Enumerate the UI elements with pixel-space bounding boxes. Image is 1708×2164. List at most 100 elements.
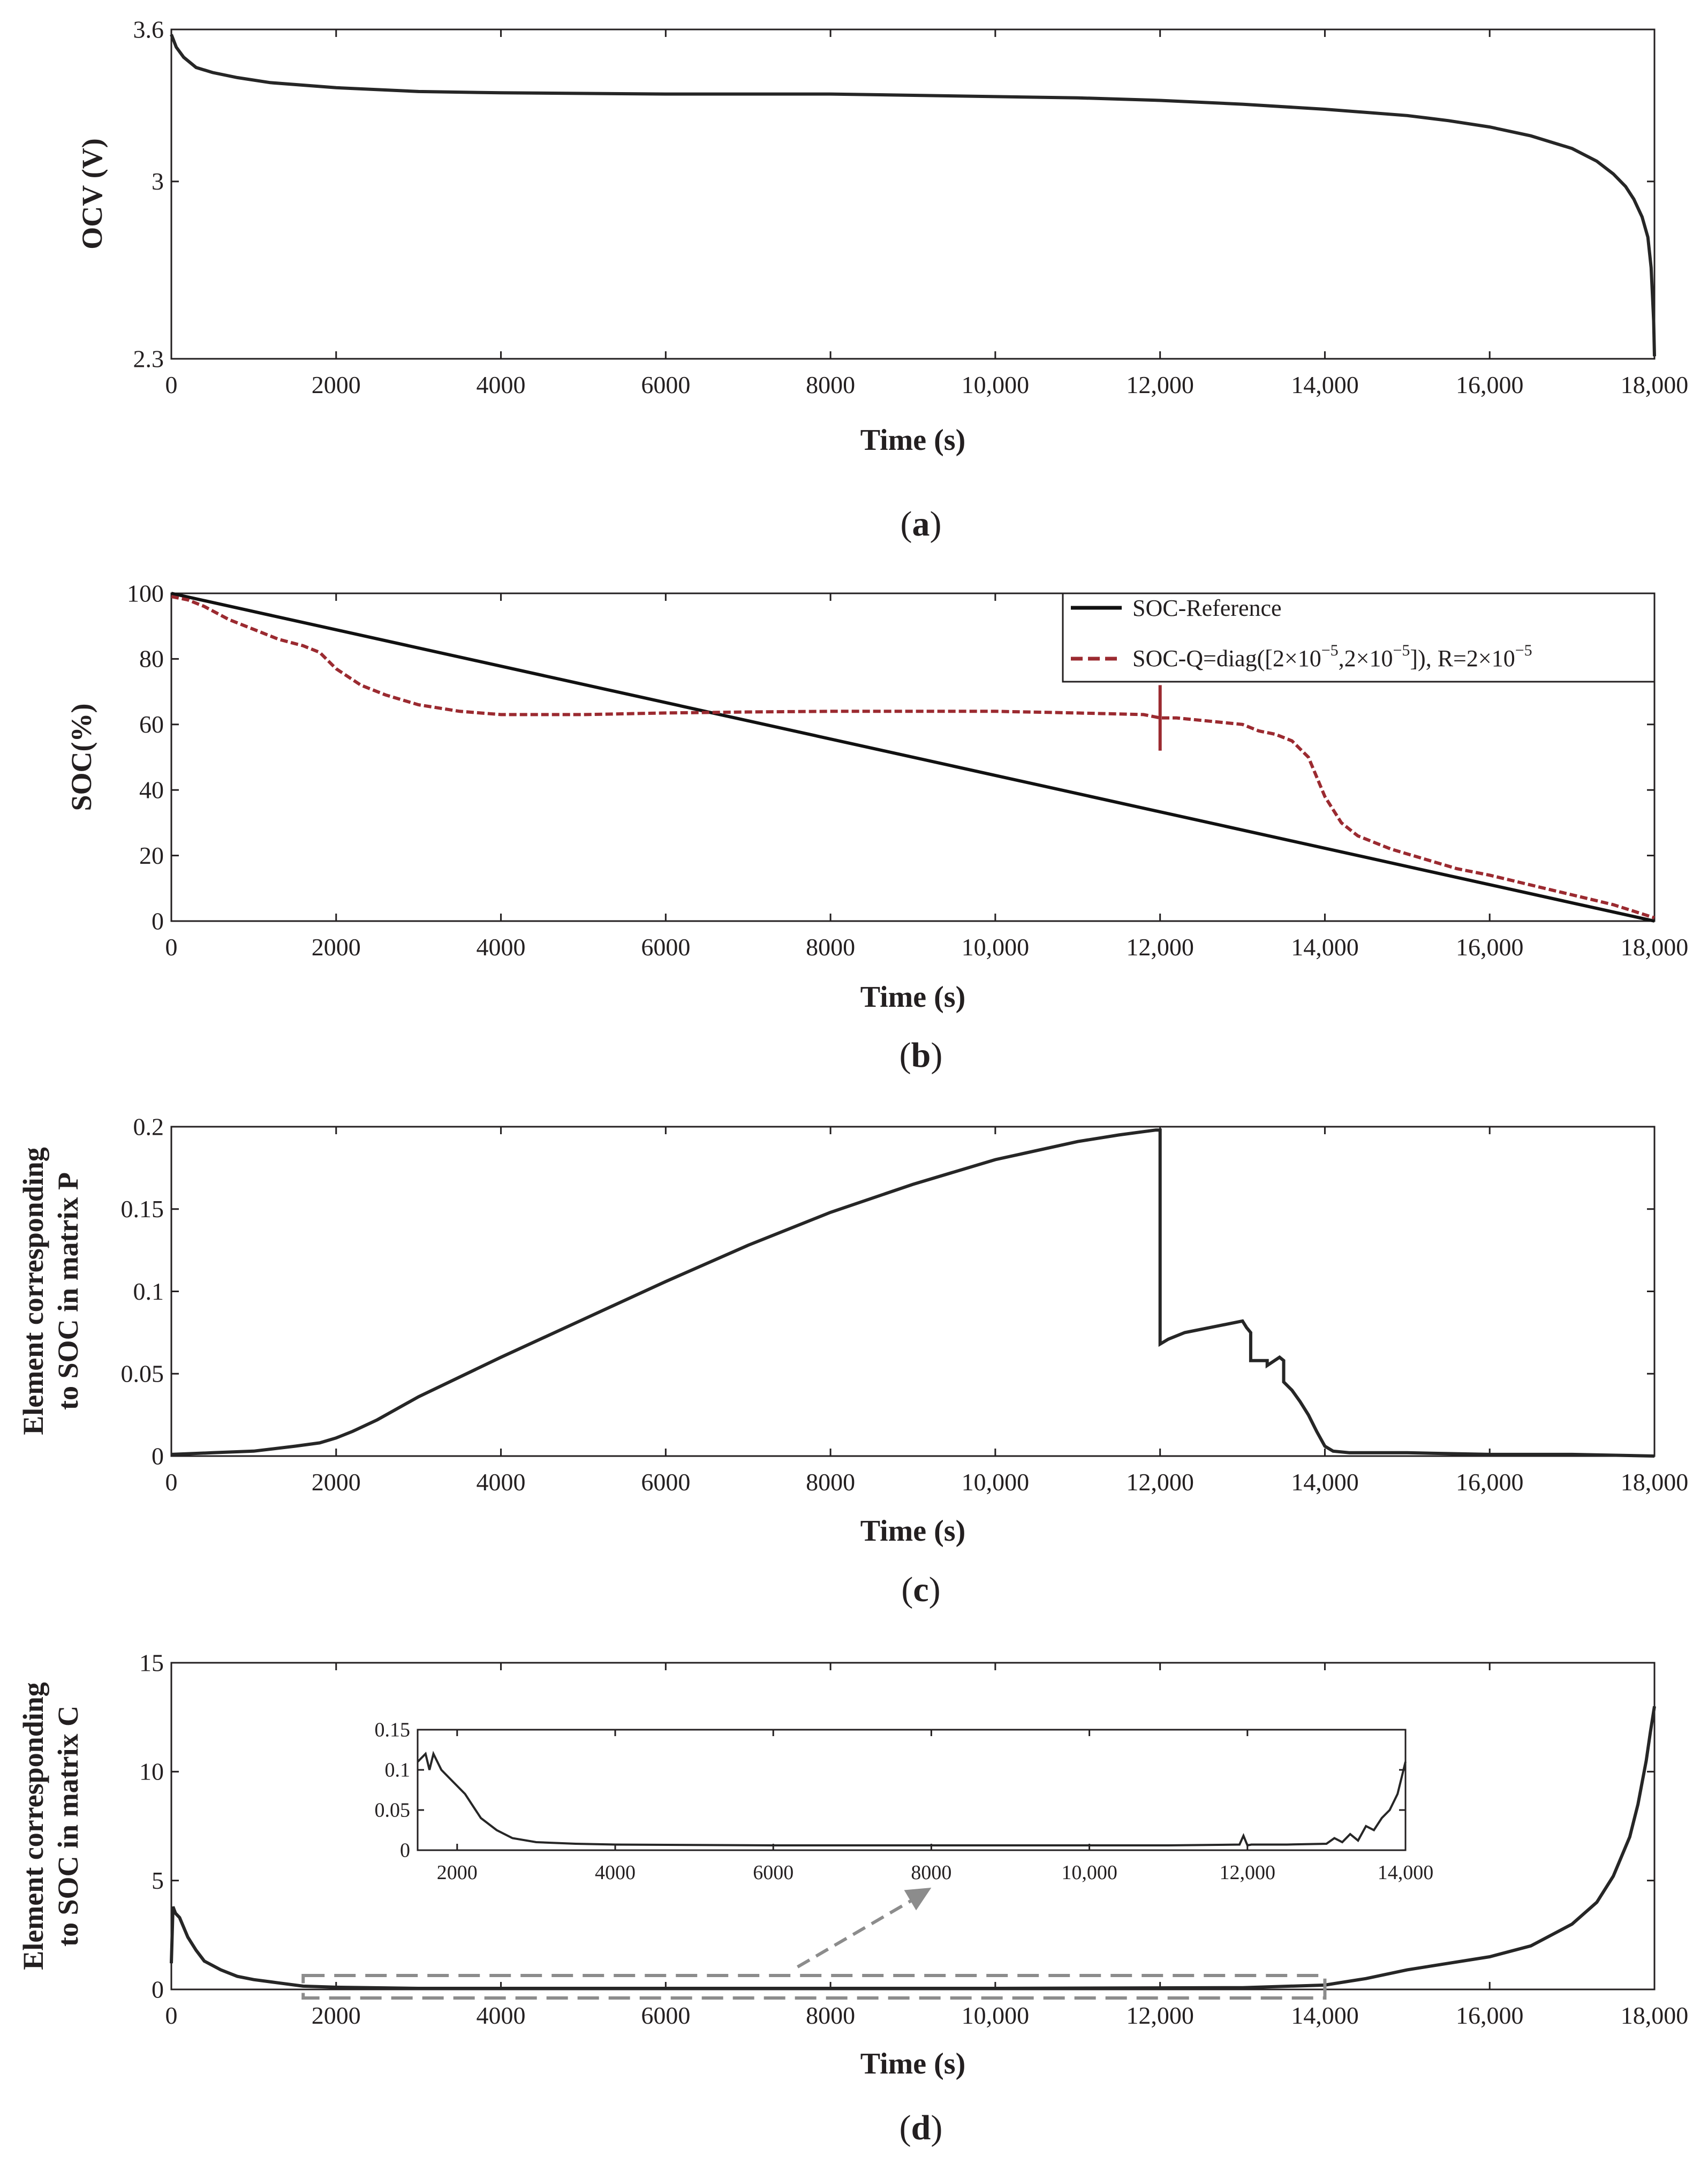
chart-d-inset-ticks: 2000 4000 6000 8000 10,000 12,000 14,000 0 0.05 0… <box>375 1719 1434 1884</box>
chart-a-ytick-label: 3.6 <box>133 16 164 43</box>
chart-b-xtick-label: 4000 <box>477 933 526 961</box>
chart-d-xtick-label: 10,000 <box>962 2002 1030 2029</box>
chart-a-xtick-label: 8000 <box>806 371 855 398</box>
chart-c-xtick-label: 16,000 <box>1456 1468 1524 1496</box>
chart-a-xtick-label: 18,000 <box>1621 371 1689 398</box>
chart-c-ticks: 0 2000 4000 6000 8000 10,000 12,000 14,000 16,00… <box>121 1113 1689 1496</box>
chart-d-ylabel-line1: Element corresponding <box>17 1682 49 1970</box>
chart-c-ytick-label: 0.05 <box>121 1360 164 1388</box>
chart-a-ylabel: OCV (V) <box>76 138 108 249</box>
chart-c-xtick-label: 12,000 <box>1126 1468 1194 1496</box>
chart-b-legend: SOC-Reference SOC-Q=diag([2×10−5,2×10−5]… <box>1062 592 1656 683</box>
chart-d-inset-xtick-label: 12,000 <box>1220 1861 1276 1884</box>
chart-d-xtick-label: 14,000 <box>1291 2002 1359 2029</box>
chart-c-ytick-label: 0.15 <box>121 1195 164 1223</box>
chart-a-xtick-label: 12,000 <box>1126 371 1194 398</box>
chart-d-ytick-label: 0 <box>152 1976 164 2003</box>
chart-d-inset-xtick-label: 8000 <box>911 1861 951 1884</box>
chart-d-xtick-label: 2000 <box>312 2002 361 2029</box>
chart-a-xlabel: Time (s) <box>860 424 966 457</box>
chart-d-xtick-label: 6000 <box>641 2002 690 2029</box>
chart-b-legend-estimate-label: SOC-Q=diag([2×10−5,2×10−5]), R=2×10−5 <box>1132 642 1532 672</box>
chart-c-p-line <box>171 1128 1655 1458</box>
chart-a-xtick-label: 10,000 <box>962 371 1030 398</box>
chart-c-ytick-label: 0 <box>152 1442 164 1469</box>
chart-d-inset-c-line <box>417 1751 1407 1847</box>
chart-d-xtick-label: 0 <box>165 2002 178 2029</box>
chart-d-inset: 2000 4000 6000 8000 10,000 12,000 14,000 0 0.05 0… <box>375 1719 1434 1884</box>
chart-b-ylabel: SOC(%) <box>65 704 97 811</box>
chart-b-xlabel: Time (s) <box>860 981 966 1014</box>
chart-d-zoom-region <box>301 1974 1327 2000</box>
chart-c-ytick-label: 0.1 <box>133 1278 164 1305</box>
chart-d-xtick-label: 16,000 <box>1456 2002 1524 2029</box>
chart-a-ticks: 0 2000 4000 6000 8000 10,000 12,000 14,000 16,00… <box>133 16 1689 398</box>
chart-d-ytick-label: 5 <box>152 1867 164 1894</box>
chart-a-ocv-line <box>170 34 1656 357</box>
chart-a-ytick-label: 3 <box>152 168 164 195</box>
chart-d-ytick-label: 15 <box>139 1649 164 1676</box>
chart-b-xtick-label: 2000 <box>312 933 361 961</box>
chart-b-xtick-label: 10,000 <box>962 933 1030 961</box>
chart-c-xtick-label: 4000 <box>477 1468 526 1496</box>
chart-c: 0 2000 4000 6000 8000 10,000 12,000 14,000 16,00… <box>17 1113 1688 1609</box>
chart-b-xtick-label: 16,000 <box>1456 933 1524 961</box>
chart-d-zoom-arrow <box>797 1894 921 1969</box>
chart-b-ytick-label: 80 <box>139 645 164 673</box>
panel-label-b: (b) <box>900 1036 943 1075</box>
chart-a-frame <box>170 28 1656 360</box>
chart-d-inset-ytick-label: 0.1 <box>385 1759 411 1782</box>
chart-b-legend-box <box>1062 592 1656 683</box>
panel-label-a: (a) <box>901 504 942 544</box>
chart-d-ticks: 0 2000 4000 6000 8000 10,000 12,000 14,000 16,00… <box>139 1649 1688 2029</box>
chart-d-xtick-label: 18,000 <box>1621 2002 1689 2029</box>
chart-a-xtick-label: 2000 <box>312 371 361 398</box>
chart-b: 0 2000 4000 6000 8000 10,000 12,000 14,000 16,00… <box>65 579 1688 1075</box>
chart-d: 0 2000 4000 6000 8000 10,000 12,000 14,000 16,00… <box>17 1649 1688 2147</box>
chart-b-xtick-label: 0 <box>165 933 178 961</box>
chart-d-inset-frame <box>417 1729 1407 1851</box>
chart-b-ytick-label: 100 <box>127 579 164 607</box>
chart-b-ytick-label: 0 <box>152 907 164 934</box>
chart-d-xlabel: Time (s) <box>860 2047 966 2080</box>
chart-b-ytick-label: 20 <box>139 842 164 869</box>
chart-c-xtick-label: 10,000 <box>962 1468 1030 1496</box>
chart-d-ylabel-line2: to SOC in matrix C <box>52 1706 84 1947</box>
chart-d-inset-ytick-label: 0.05 <box>375 1799 411 1822</box>
chart-a-xtick-label: 4000 <box>477 371 526 398</box>
chart-c-ylabel-line2: to SOC in matrix P <box>52 1172 84 1410</box>
panel-label-c: (c) <box>901 1570 940 1609</box>
chart-c-xtick-label: 6000 <box>641 1468 690 1496</box>
panel-label-d: (d) <box>900 2108 943 2147</box>
chart-d-inset-xtick-label: 2000 <box>437 1861 478 1884</box>
chart-b-xtick-label: 6000 <box>641 933 690 961</box>
chart-b-soc-reference-line <box>171 592 1655 923</box>
chart-d-xtick-label: 4000 <box>477 2002 526 2029</box>
chart-b-soc-estimate-line <box>171 595 1655 919</box>
chart-b-xtick-label: 18,000 <box>1621 933 1689 961</box>
chart-c-ylabel-line1: Element corresponding <box>17 1147 49 1435</box>
chart-d-c-line <box>170 1706 1656 1990</box>
chart-c-xtick-label: 0 <box>165 1468 178 1496</box>
chart-d-inset-xtick-label: 6000 <box>753 1861 793 1884</box>
chart-c-xtick-label: 8000 <box>806 1468 855 1496</box>
chart-b-xtick-label: 14,000 <box>1291 933 1359 961</box>
chart-c-xtick-label: 2000 <box>312 1468 361 1496</box>
chart-a: 0 2000 4000 6000 8000 10,000 12,000 14,000 16,00… <box>76 16 1688 544</box>
chart-d-ytick-label: 10 <box>139 1758 164 1785</box>
chart-d-inset-ytick-label: 0 <box>400 1839 410 1862</box>
chart-a-xtick-label: 16,000 <box>1456 371 1524 398</box>
chart-b-frame <box>170 592 1656 922</box>
chart-b-ytick-label: 40 <box>139 776 164 804</box>
chart-d-zoom-arrowhead <box>904 1888 932 1911</box>
chart-c-xtick-label: 14,000 <box>1291 1468 1359 1496</box>
chart-a-xtick-label: 6000 <box>641 371 690 398</box>
chart-b-xtick-label: 8000 <box>806 933 855 961</box>
chart-a-xtick-label: 14,000 <box>1291 371 1359 398</box>
chart-b-xtick-label: 12,000 <box>1126 933 1194 961</box>
chart-b-legend-reference-label: SOC-Reference <box>1132 595 1282 621</box>
chart-c-xlabel: Time (s) <box>860 1514 966 1548</box>
chart-d-xtick-label: 8000 <box>806 2002 855 2029</box>
chart-d-inset-xtick-label: 14,000 <box>1378 1861 1434 1884</box>
